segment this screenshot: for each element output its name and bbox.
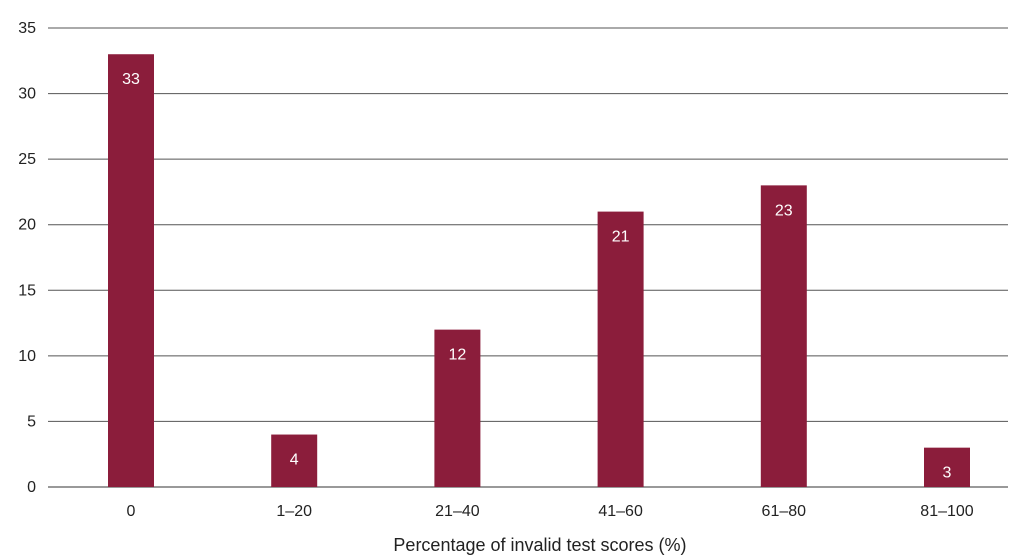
y-tick-label: 30	[18, 86, 36, 103]
bar-81–100	[924, 447, 970, 487]
bar-21–40	[434, 329, 481, 487]
y-tick-label: 35	[18, 20, 36, 37]
y-axis-ticks: 0 5 10 15 20 25 30 35	[18, 20, 36, 496]
x-tick-label: 81–100	[920, 503, 973, 520]
y-tick-label: 0	[27, 479, 36, 496]
y-tick-label: 5	[27, 413, 36, 430]
x-axis-ticks: 0 1–20 21–40 41–60 61–80 81–100	[127, 503, 974, 520]
y-tick-label: 15	[18, 282, 36, 299]
x-tick-label: 21–40	[435, 503, 480, 520]
y-tick-label: 25	[18, 151, 36, 168]
data-label: 3	[943, 465, 952, 482]
y-tick-label: 10	[18, 348, 36, 365]
data-label: 21	[612, 229, 630, 246]
data-label: 23	[775, 202, 793, 219]
bar-61–80	[760, 185, 807, 487]
x-tick-label: 1–20	[276, 503, 312, 520]
bar-0	[108, 54, 154, 487]
bar-1–20	[271, 434, 318, 487]
data-label: 4	[290, 452, 299, 469]
x-axis-label: Percentage of invalid test scores (%)	[393, 535, 686, 555]
x-tick-label: 61–80	[762, 503, 807, 520]
data-label: 33	[122, 71, 140, 88]
x-tick-label: 0	[127, 503, 136, 520]
data-label: 12	[449, 347, 467, 364]
x-tick-label: 41–60	[598, 503, 643, 520]
bars: 33 4 12 21 23 3	[108, 54, 970, 487]
gridlines	[48, 27, 1008, 488]
bar-41–60	[597, 211, 644, 487]
y-tick-label: 20	[18, 217, 36, 234]
